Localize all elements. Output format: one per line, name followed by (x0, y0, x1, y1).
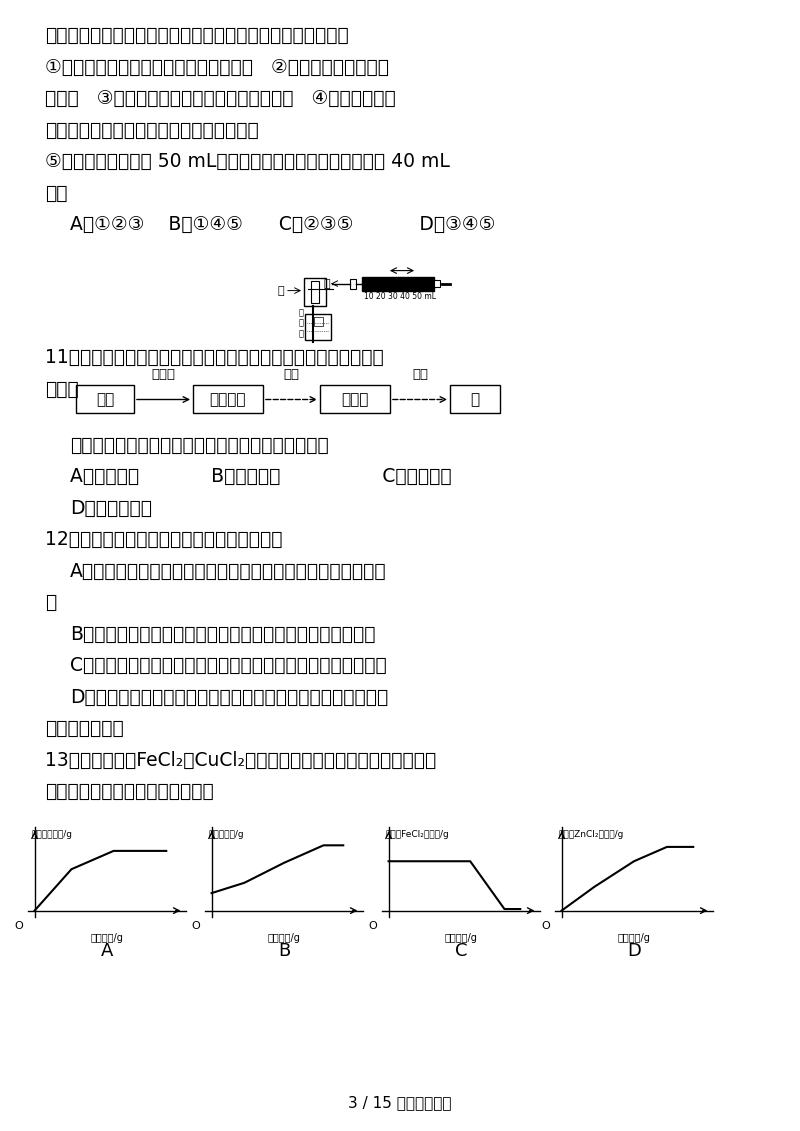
Text: 上述一系列转化过程中，没有涉及的基本反应类型是: 上述一系列转化过程中，没有涉及的基本反应类型是 (70, 435, 329, 455)
Text: 生石灰: 生石灰 (151, 369, 175, 381)
Text: 水: 水 (277, 286, 284, 295)
Text: C．面粉加工厂的工人，所穿的劳保制服要用耐腐蚀的化纤面料: C．面粉加工厂的工人，所穿的劳保制服要用耐腐蚀的化纤面料 (70, 656, 386, 675)
Text: ①向烧杯中加水是为了提高烧杯内的温度   ②白磷燃烧会放出大量: ①向烧杯中加水是为了提高烧杯内的温度 ②白磷燃烧会放出大量 (45, 58, 389, 77)
Bar (350, 278, 356, 288)
Text: 锌的质量/g: 锌的质量/g (445, 933, 478, 943)
Text: A．①②③    B．①④⑤      C．②③⑤           D．③④⑤: A．①②③ B．①④⑤ C．②③⑤ D．③④⑤ (70, 215, 495, 234)
Bar (314, 317, 322, 326)
Text: C: C (454, 942, 467, 960)
Bar (305, 314, 331, 340)
Bar (304, 278, 326, 307)
Text: A．化合反应            B．分解反应                 C．置换反应: A．化合反应 B．分解反应 C．置换反应 (70, 467, 452, 486)
Text: 水: 水 (323, 278, 330, 288)
Text: 锌的质量/g: 锌的质量/g (618, 933, 650, 943)
Text: 盐酸: 盐酸 (283, 369, 299, 381)
Text: D: D (627, 942, 641, 960)
Text: 锌的质量/g: 锌的质量/g (90, 933, 123, 943)
Text: 生成铜的质量/g: 生成铜的质量/g (31, 830, 72, 839)
Text: 11．海洋资源的开发前景十分广泛，下图是我们从海水中提取镁的: 11．海洋资源的开发前景十分广泛，下图是我们从海水中提取镁的 (45, 348, 384, 366)
Text: 溶液的质量/g: 溶液的质量/g (208, 830, 244, 839)
Text: 流程：: 流程： (45, 380, 78, 398)
Text: 的白雾   ③白磷的量不足，会使测定的结果偏大   ④实验中可观察: 的白雾 ③白磷的量不足，会使测定的结果偏大 ④实验中可观察 (45, 89, 396, 107)
Text: 10 20 30 40 50 mL: 10 20 30 40 50 mL (364, 292, 436, 301)
Text: （部分固定装置已略去）。下列关于该实验的说法中正确的是: （部分固定装置已略去）。下列关于该实验的说法中正确的是 (45, 26, 349, 45)
Text: 锌的质量/g: 锌的质量/g (267, 933, 301, 943)
Text: A: A (101, 942, 113, 960)
Bar (193, 386, 263, 414)
Text: 痒: 痒 (45, 593, 56, 612)
Text: ⑤若试管内净容积为 50 mL，反应后冷却至室温，活塞停止在 40 mL: ⑤若试管内净容积为 50 mL，反应后冷却至室温，活塞停止在 40 mL (45, 152, 450, 171)
Bar (434, 280, 440, 287)
Bar (76, 386, 134, 414)
Text: 13．向一定质量FeCl₂和CuCl₂的混和溶液中逐渐加入足量的锌粒，下: 13．向一定质量FeCl₂和CuCl₂的混和溶液中逐渐加入足量的锌粒，下 (45, 751, 436, 769)
Text: 到，注射器的活塞先向右移动，后向左移动: 到，注射器的活塞先向右移动，后向左移动 (45, 121, 258, 139)
Text: D．复分解反应: D．复分解反应 (70, 499, 152, 518)
Text: 氯化镁: 氯化镁 (342, 392, 369, 407)
Text: 通电: 通电 (412, 369, 428, 381)
Text: B: B (278, 942, 290, 960)
Text: 氢氧化镁: 氢氧化镁 (210, 392, 246, 407)
Bar (362, 277, 434, 291)
Bar (320, 386, 390, 414)
Text: O: O (191, 921, 200, 931)
Text: 3 / 15 实用精品文档: 3 / 15 实用精品文档 (348, 1096, 452, 1111)
Text: 镁: 镁 (470, 392, 479, 407)
Text: O: O (368, 921, 377, 931)
Text: O: O (14, 921, 23, 931)
Text: 溶液中ZnCl₂的质量/g: 溶液中ZnCl₂的质量/g (558, 830, 623, 839)
Text: A．蚊虫叮咬后，要在皮肤上用大量的碳酸汽水清洗才能减轻痛: A．蚊虫叮咬后，要在皮肤上用大量的碳酸汽水清洗才能减轻痛 (70, 561, 386, 580)
Text: 干洗剂属于溶剂: 干洗剂属于溶剂 (45, 719, 124, 739)
Text: D．用沐浴露洗澡利用了沐浴露的乳化作用，干洗店洗去油污的: D．用沐浴露洗澡利用了沐浴露的乳化作用，干洗店洗去油污的 (70, 688, 388, 707)
Bar (450, 386, 500, 414)
Text: O: O (541, 921, 550, 931)
Text: 海水: 海水 (96, 392, 114, 407)
Text: 附近: 附近 (45, 183, 67, 202)
Text: 列图象不能正确反映对应关系的是: 列图象不能正确反映对应关系的是 (45, 782, 214, 801)
Text: 三
脚
架: 三 脚 架 (299, 308, 304, 338)
Text: 12．下列关于化学与生活的说法中，正确的是: 12．下列关于化学与生活的说法中，正确的是 (45, 530, 282, 549)
Text: 溶液中FeCl₂的质量/g: 溶液中FeCl₂的质量/g (385, 830, 449, 839)
Bar (311, 280, 319, 303)
Text: B．室内失火时，立即打开所有门窗，尽量让浓烟从门窗排出: B．室内失火时，立即打开所有门窗，尽量让浓烟从门窗排出 (70, 624, 375, 644)
